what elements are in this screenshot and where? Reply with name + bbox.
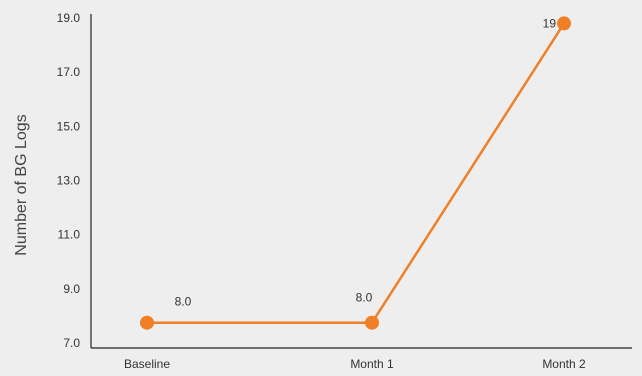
y-tick-label: 17.0 (57, 65, 81, 79)
x-tick-label: Month 1 (350, 357, 394, 371)
data-point (557, 16, 571, 31)
y-axis-ticks: 7.0 9.0 11.0 13.0 15.0 17.0 19.0 (57, 11, 81, 350)
series-group: 8.0 8.0 19 (140, 16, 571, 330)
y-tick-label: 13.0 (57, 174, 81, 188)
data-label: 8.0 (175, 295, 192, 309)
y-tick-label: 7.0 (63, 336, 80, 350)
y-tick-label: 11.0 (58, 228, 81, 242)
x-tick-label: Month 2 (542, 357, 586, 371)
y-tick-label: 19.0 (57, 11, 81, 25)
y-axis-title: Number of BG Logs (13, 114, 30, 255)
series-line (147, 22, 566, 324)
data-point (365, 315, 379, 330)
x-tick-label: Baseline (124, 357, 170, 371)
data-label: 8.0 (356, 291, 373, 305)
x-axis-ticks: Baseline Month 1 Month 2 (124, 357, 586, 371)
data-label: 19 (543, 16, 557, 30)
y-tick-label: 15.0 (57, 119, 81, 133)
data-point (140, 315, 154, 330)
y-tick-label: 9.0 (63, 282, 80, 296)
